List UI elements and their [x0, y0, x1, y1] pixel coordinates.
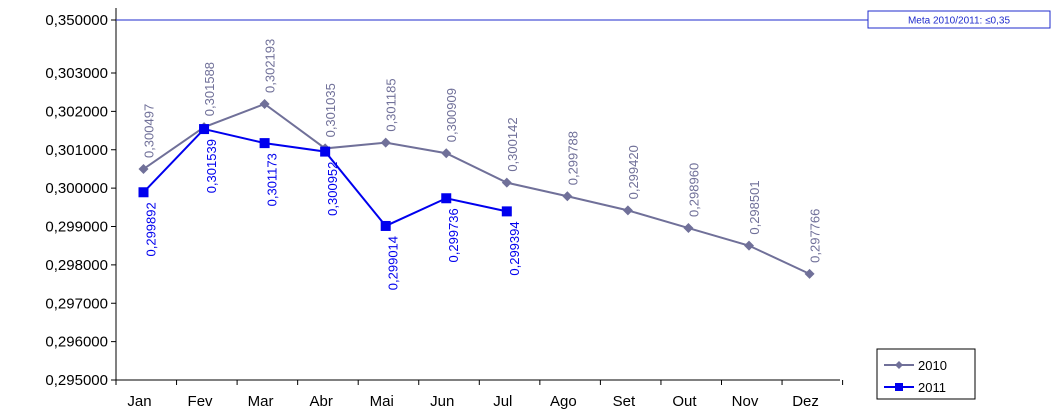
data-point-2010 — [259, 98, 270, 109]
data-label-2011: 0,300952 — [325, 162, 340, 216]
y-tick-label: 0,299000 — [45, 219, 108, 236]
data-point-2010 — [441, 148, 452, 159]
data-label-2010: 0,300909 — [444, 88, 459, 142]
y-tick-label: 0,350000 — [45, 12, 108, 29]
data-point-2010 — [501, 177, 512, 188]
legend-label: 2010 — [918, 358, 947, 373]
legend-marker — [895, 361, 903, 369]
data-point-2010 — [380, 137, 391, 148]
data-point-2010 — [562, 191, 573, 202]
legend-label: 2011 — [918, 380, 946, 395]
data-point-2011 — [199, 124, 210, 135]
x-tick-label: Out — [672, 393, 697, 409]
x-tick-label: Jan — [127, 393, 151, 409]
data-label-2011: 0,301539 — [204, 139, 219, 193]
data-label-2010: 0,298960 — [686, 163, 701, 217]
y-tick-label: 0,295000 — [45, 372, 108, 389]
legend-item-2011: 2011 — [884, 380, 946, 395]
y-tick-label: 0,302000 — [45, 103, 108, 120]
x-tick-label: Ago — [550, 393, 577, 409]
data-point-2011 — [138, 187, 149, 198]
x-axis-ticks: Jan Fev Mar Abr Mai Jun Jul Ago Set Out Nov Dez — [115, 380, 844, 409]
data-label-2010: 0,298501 — [747, 180, 762, 234]
legend-marker — [895, 383, 903, 391]
data-label-2011: 0,301173 — [265, 153, 280, 206]
y-tick-label: 0,298000 — [45, 257, 108, 274]
data-point-2010 — [683, 223, 694, 234]
data-label-2011: 0,299892 — [144, 202, 159, 256]
data-point-2011 — [501, 206, 512, 217]
data-point-2011 — [259, 138, 270, 149]
data-point-2010 — [744, 240, 754, 251]
data-label-2010: 0,299788 — [565, 131, 580, 185]
series-line-2010 — [142, 102, 810, 275]
data-labels: 0,300497 0,301588 0,302193 0,301035 0,301185… — [142, 39, 823, 290]
x-tick-label: Jul — [493, 393, 512, 409]
data-label-2010: 0,301588 — [202, 62, 217, 116]
data-label-2011: 0,299394 — [507, 221, 522, 275]
data-label-2010: 0,297766 — [808, 209, 823, 263]
y-axis-ticks: 0,295000 0,296000 0,297000 0,298000 0,299000… — [45, 12, 116, 389]
data-label-2010: 0,300497 — [142, 104, 157, 158]
data-label-2010: 0,300142 — [505, 117, 520, 171]
data-point-2011 — [320, 146, 331, 157]
x-tick-label: Mar — [248, 393, 274, 409]
legend: 2010 2011 — [876, 348, 976, 400]
y-tick-label: 0,297000 — [45, 295, 108, 312]
x-tick-label: Abr — [309, 393, 332, 409]
data-point-2011 — [380, 220, 391, 231]
legend-item-2010: 2010 — [884, 358, 947, 373]
legend-box — [876, 348, 976, 400]
x-tick-label: Jun — [430, 393, 454, 409]
target-label: Meta 2010/2011: ≤0,35 — [908, 16, 1010, 27]
data-point-2010 — [804, 268, 815, 279]
axes — [115, 8, 840, 381]
target-label-box — [867, 10, 1051, 29]
data-label-2010: 0,301185 — [384, 78, 399, 131]
data-label-2011: 0,299014 — [386, 236, 401, 290]
y-tick-label: 0,303000 — [45, 65, 108, 82]
x-tick-label: Fev — [188, 393, 214, 409]
x-tick-label: Set — [613, 393, 636, 409]
x-tick-label: Mai — [370, 393, 394, 409]
y-tick-label: 0,300000 — [45, 180, 108, 197]
data-label-2010: 0,301035 — [323, 83, 338, 137]
series-group — [138, 98, 815, 279]
data-label-2010: 0,302193 — [263, 39, 278, 93]
x-tick-label: Dez — [792, 393, 819, 409]
y-tick-label: 0,296000 — [45, 334, 108, 351]
data-point-2010 — [622, 205, 633, 216]
y-tick-label: 0,301000 — [45, 142, 108, 159]
data-label-2010: 0,299420 — [626, 145, 641, 199]
data-label-2011: 0,299736 — [446, 208, 461, 262]
data-point-2010 — [138, 164, 149, 175]
data-point-2011 — [441, 193, 452, 204]
target-line-group: Meta 2010/2011: ≤0,35 — [116, 10, 1051, 29]
x-tick-label: Nov — [732, 393, 759, 409]
